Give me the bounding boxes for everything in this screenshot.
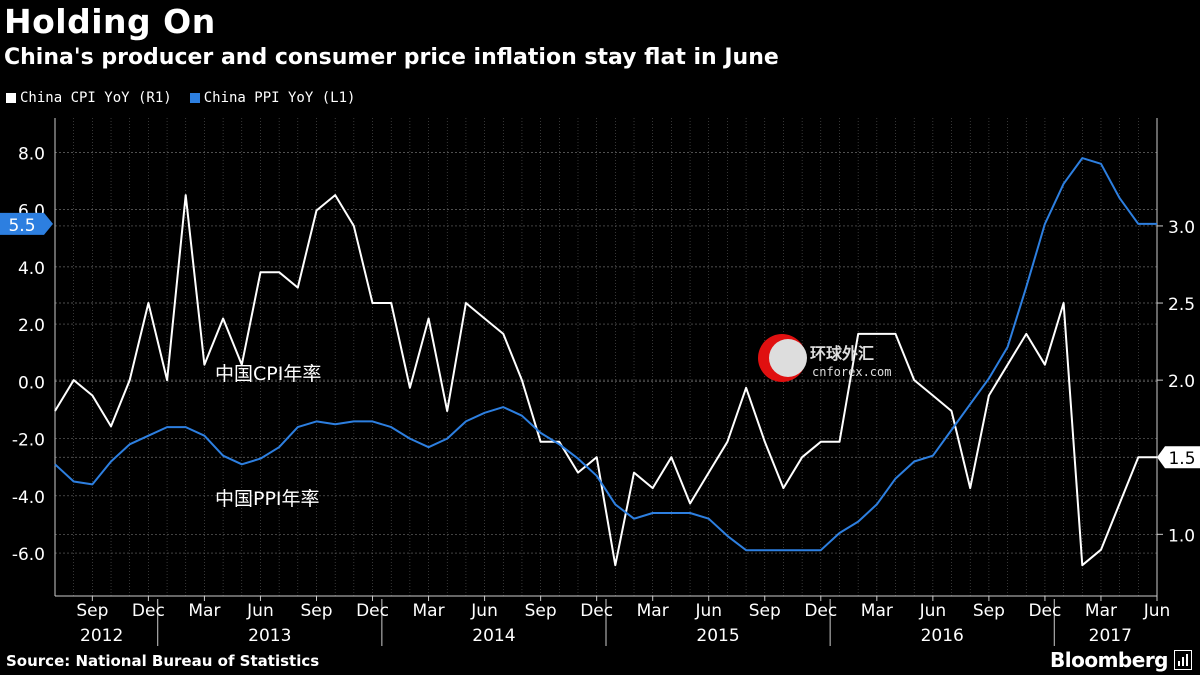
bloomberg-terminal-icon — [1174, 650, 1192, 670]
x-tick-label: Mar — [188, 601, 220, 621]
year-label: 2016 — [921, 626, 964, 646]
axes — [54, 118, 1163, 646]
legend-swatch-ppi — [189, 93, 200, 103]
chart-title: Holding On — [4, 2, 216, 41]
cpi-current-tag — [1157, 446, 1200, 469]
watermark-logo-globe-icon — [769, 339, 807, 377]
x-tick-label: Dec — [1028, 601, 1061, 621]
year-label: 2012 — [80, 626, 123, 646]
watermark: 环球外汇 cnforex.com — [758, 334, 891, 382]
x-tick-label: Jun — [470, 601, 498, 621]
chart-subtitle: China's producer and consumer price infl… — [4, 45, 779, 70]
brand-logo: Bloomberg — [1050, 648, 1168, 672]
annotation-ppi: 中国PPI年率 — [215, 488, 320, 510]
ppi-current-value: 5.5 — [8, 216, 35, 236]
left-tick-label: -6.0 — [12, 545, 45, 565]
right-tick-label: 1.0 — [1168, 526, 1195, 546]
right-tick-label: 2.5 — [1168, 295, 1195, 315]
left-tick-label: -2.0 — [12, 431, 45, 451]
x-tick-label: Mar — [1085, 601, 1117, 621]
x-tick-label: Jun — [919, 601, 947, 621]
watermark-url: cnforex.com — [812, 365, 891, 379]
year-label: 2017 — [1089, 626, 1132, 646]
x-tick-label: Sep — [300, 601, 332, 621]
annotation-cpi: 中国CPI年率 — [215, 363, 321, 385]
legend-item-cpi: China CPI YoY (R1) — [6, 90, 172, 106]
left-tick-label: 8.0 — [18, 144, 45, 164]
series-layer — [54, 157, 1157, 567]
ppi-current-tag — [0, 212, 53, 235]
axis-labels: 8.06.04.02.00.0-2.0-4.0-6.03.02.52.01.51… — [0, 144, 1200, 646]
cpi-series-line — [54, 194, 1157, 567]
x-tick-label: Dec — [356, 601, 389, 621]
x-tick-label: Jun — [246, 601, 274, 621]
x-tick-label: Sep — [749, 601, 781, 621]
left-tick-label: -4.0 — [12, 488, 45, 508]
year-label: 2013 — [248, 626, 291, 646]
x-tick-label: Sep — [76, 601, 108, 621]
ppi-series-line — [54, 157, 1157, 552]
x-tick-label: Sep — [525, 601, 557, 621]
x-tick-label: Jun — [1143, 601, 1171, 621]
x-tick-label: Mar — [413, 601, 445, 621]
grid — [54, 118, 1158, 596]
legend-item-ppi: China PPI YoY (L1) — [189, 90, 356, 106]
legend-label-ppi: China PPI YoY (L1) — [203, 90, 356, 106]
watermark-cn: 环球外汇 — [810, 344, 874, 363]
x-tick-label: Dec — [132, 601, 165, 621]
x-tick-label: Dec — [580, 601, 613, 621]
legend: China CPI YoY (R1) China PPI YoY (L1) — [6, 90, 355, 106]
source-note: Source: National Bureau of Statistics — [6, 652, 320, 670]
x-tick-label: Jun — [694, 601, 722, 621]
right-tick-label: 2.0 — [1168, 372, 1195, 392]
x-tick-label: Dec — [804, 601, 837, 621]
x-tick-label: Mar — [861, 601, 893, 621]
right-tick-label: 3.0 — [1168, 218, 1195, 238]
cpi-current-value: 1.5 — [1168, 449, 1195, 469]
year-label: 2014 — [472, 626, 515, 646]
left-tick-label: 4.0 — [18, 259, 45, 279]
x-tick-label: Sep — [973, 601, 1005, 621]
legend-label-cpi: China CPI YoY (R1) — [20, 90, 172, 106]
legend-swatch-cpi — [6, 93, 16, 103]
x-tick-label: Mar — [637, 601, 669, 621]
left-tick-label: 2.0 — [18, 316, 45, 336]
left-tick-label: 0.0 — [18, 373, 45, 393]
year-label: 2015 — [696, 626, 739, 646]
